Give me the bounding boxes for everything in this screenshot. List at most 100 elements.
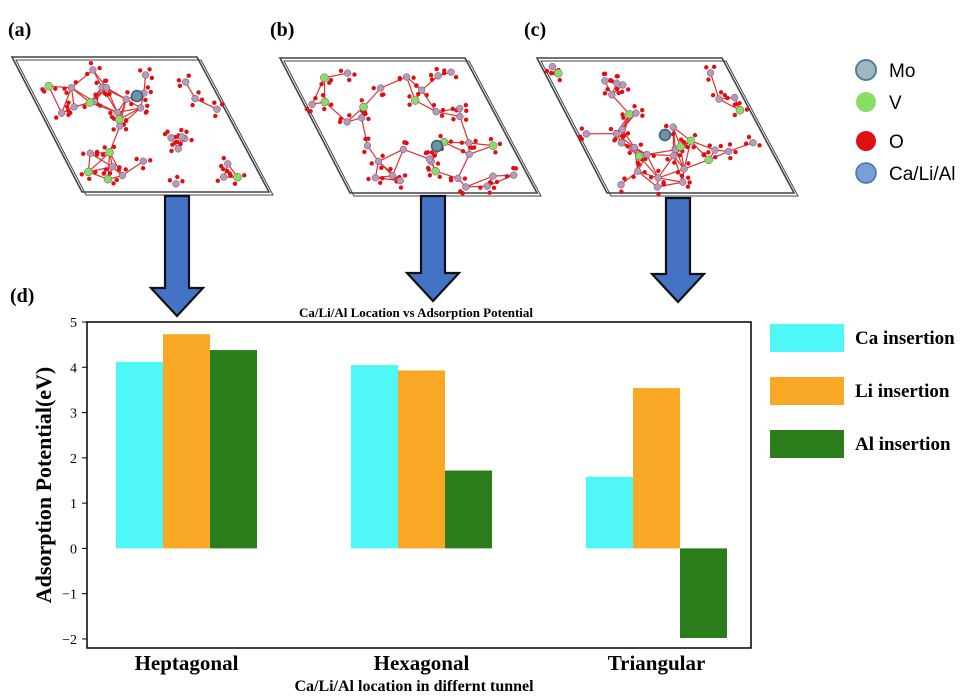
oxygen-atom xyxy=(411,75,416,80)
bond xyxy=(121,160,144,177)
molybdenum-atom xyxy=(613,79,621,87)
molybdenum-atom xyxy=(67,84,76,92)
bond xyxy=(657,155,675,179)
oxygen-atom xyxy=(402,140,407,145)
oxygen-atom xyxy=(712,154,718,160)
molybdenum-atom xyxy=(619,81,627,89)
oxygen-atom xyxy=(619,89,625,95)
oxygen-atom xyxy=(672,160,677,165)
oxygen-atom xyxy=(450,106,455,111)
molybdenum-atom xyxy=(724,147,733,155)
vanadium-atom xyxy=(686,136,696,146)
molybdenum-atom xyxy=(608,91,616,99)
oxygen-atom xyxy=(102,145,107,150)
oxygen-atom xyxy=(101,171,106,176)
atom-legend: Mo V O Ca/Li/Al xyxy=(855,59,956,185)
oxygen-atom xyxy=(82,104,87,110)
bar-al-insertion xyxy=(210,350,257,549)
molybdenum-atom xyxy=(454,174,462,183)
oxygen-atom xyxy=(625,144,630,149)
oxygen-atom xyxy=(138,68,143,73)
molybdenum-atom xyxy=(402,73,411,81)
oxygen-atom xyxy=(432,153,437,158)
molybdenum-atom xyxy=(399,145,408,153)
molybdenum-atom xyxy=(178,133,186,141)
oxygen-atom xyxy=(111,127,116,132)
oxygen-atom xyxy=(218,163,224,169)
oxygen-atom xyxy=(380,153,385,159)
dopant-atom xyxy=(130,89,144,103)
molybdenum-atom xyxy=(172,180,180,188)
oxygen-atom xyxy=(397,76,403,82)
y-tick-label: 0 xyxy=(70,542,77,557)
oxygen-atom xyxy=(108,110,113,116)
crystal-structure-a xyxy=(10,56,274,196)
oxygen-atom xyxy=(145,85,151,90)
down-arrows xyxy=(148,194,707,318)
molybdenum-atom xyxy=(434,72,442,80)
molybdenum-atom xyxy=(489,172,497,180)
oxygen-atom xyxy=(363,136,368,142)
oxygen-atom xyxy=(692,133,698,138)
molybdenum-atom xyxy=(308,100,316,109)
oxygen-atom xyxy=(656,191,661,197)
oxygen-atom xyxy=(177,83,183,89)
oxygen-atom xyxy=(453,74,459,80)
oxygen-atom xyxy=(428,73,434,78)
oxygen-atom xyxy=(322,106,327,112)
bond xyxy=(403,148,430,160)
oxygen-atom xyxy=(448,175,454,181)
oxygen-atom xyxy=(199,97,205,102)
molybdenum-atom xyxy=(118,171,126,180)
bond xyxy=(465,175,494,188)
bar-al-insertion xyxy=(445,470,492,549)
o-legend-label: O xyxy=(889,132,904,153)
molybdenum-atom xyxy=(680,165,688,173)
oxygen-atom xyxy=(439,113,445,118)
oxygen-atom xyxy=(608,126,614,132)
oxygen-atom xyxy=(579,126,585,131)
bond xyxy=(363,87,382,108)
unit-cell-outline-inner xyxy=(15,59,274,196)
oxygen-atom xyxy=(631,174,636,180)
bond xyxy=(637,170,658,188)
molybdenum-atom xyxy=(548,63,557,71)
oxygen-atom xyxy=(423,150,429,156)
oxygen-atom xyxy=(81,151,86,156)
bond xyxy=(728,142,754,152)
oxygen-atom xyxy=(313,96,318,101)
oxygen-atom xyxy=(640,113,645,118)
y-axis-label: Adsorption Potential(eV) xyxy=(31,367,56,603)
oxygen-atom xyxy=(612,138,617,143)
bar-li-insertion xyxy=(398,370,445,549)
bond xyxy=(690,140,716,151)
oxygen-atom xyxy=(362,149,367,155)
oxygen-atom xyxy=(718,143,723,149)
oxygen-atom xyxy=(369,161,374,166)
oxygen-atom xyxy=(497,141,503,147)
v-legend-label: V xyxy=(889,93,902,114)
oxygen-atom xyxy=(429,150,435,155)
vanadium-atom xyxy=(114,115,124,124)
molybdenum-atom xyxy=(749,139,757,147)
bond xyxy=(657,168,685,179)
oxygen-atom xyxy=(79,172,85,177)
bond xyxy=(683,159,709,170)
molybdenum-atom xyxy=(57,109,66,117)
oxygen-atom xyxy=(728,155,733,161)
oxygen-atom xyxy=(378,180,383,185)
molybdenum-atom xyxy=(634,167,642,175)
molybdenum-atom xyxy=(418,86,426,94)
oxygen-atom xyxy=(614,86,620,92)
molybdenum-atom xyxy=(136,104,145,112)
vanadium-atom xyxy=(735,105,745,115)
oxygen-atom xyxy=(648,175,654,180)
oxygen-atom xyxy=(706,150,711,155)
oxygen-atom xyxy=(491,185,497,191)
oxygen-atom xyxy=(53,86,58,91)
vanadium-atom xyxy=(85,98,95,107)
bond xyxy=(61,87,73,114)
bar-al-insertion xyxy=(680,548,727,639)
oxygen-atom xyxy=(366,176,371,182)
oxygen-atom xyxy=(100,152,106,157)
